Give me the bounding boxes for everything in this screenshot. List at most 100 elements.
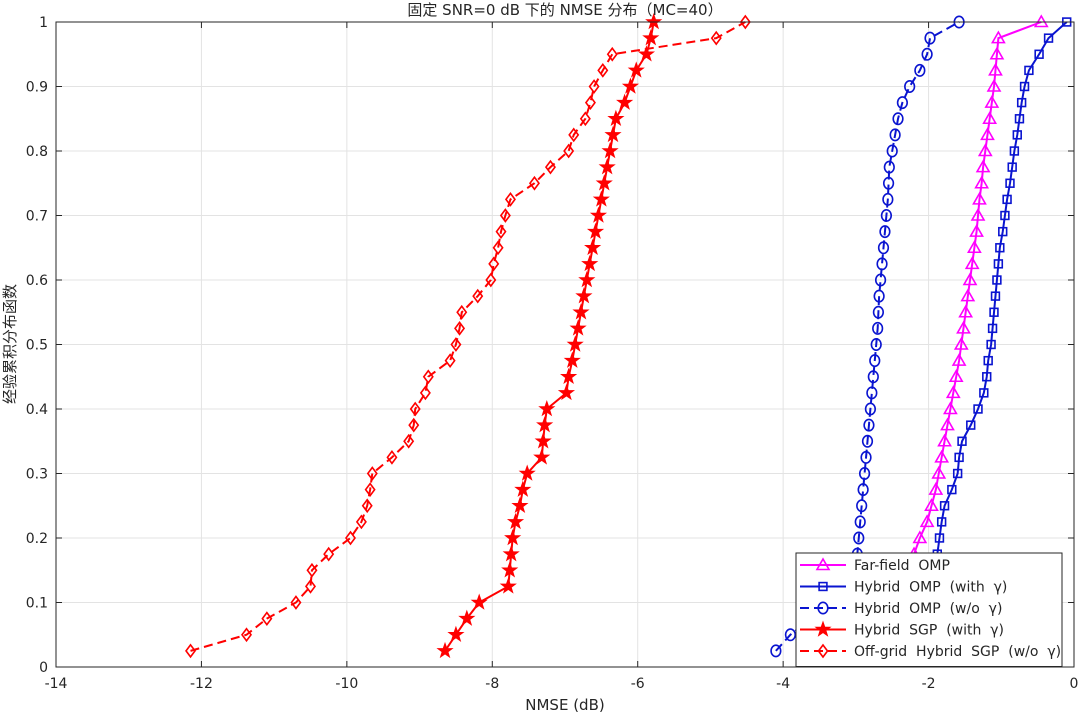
data-point-diamond [488,256,500,272]
data-point-triangle [924,498,939,512]
data-point-triangle [931,465,947,479]
data-point-star [538,399,556,417]
data-point-triangle [945,385,961,399]
data-point-square [995,243,1005,253]
data-point-circle [892,112,904,126]
data-point-triangle [964,256,980,270]
data-point-star [563,351,581,368]
legend-label: Hybrid OMP (w/o γ) [854,601,1002,617]
data-point-star [501,561,519,578]
data-point-circle [861,434,874,448]
data-point-star [592,190,610,207]
data-point-star [533,448,551,465]
data-point-star [598,158,616,175]
data-point-triangle [958,304,974,318]
y-tick-label: 0 [39,660,48,676]
axes: -14 -12 -10 -8 -6 -4 -2 0 0 0.1 0.2 0.3 0.4 0.5 0.6 0.7… [26,15,1079,692]
x-tick-label: 0 [1070,676,1079,692]
data-point-triangle [990,30,1006,44]
data-point-square [957,436,967,446]
data-point-star [534,432,552,449]
data-point-circle [866,386,878,400]
data-point-diamond [409,401,421,417]
data-point-square [1000,210,1010,221]
legend-label: Hybrid SGP (with γ) [854,623,1004,639]
data-point-triangle [988,62,1003,76]
data-point-diamond [261,611,273,626]
data-point-square [1009,146,1020,156]
data-point-star [595,174,613,191]
data-point-diamond [305,579,316,594]
data-point-diamond [364,482,376,497]
data-point-triangle [969,224,984,237]
data-point-circle [867,370,879,384]
data-point-diamond [419,385,431,401]
data-point-diamond [355,514,367,530]
x-tick-label: -6 [631,676,645,692]
data-point-circle [877,241,890,255]
data-point-diamond [290,595,302,610]
legend-entry-0: Far-field OMP [800,557,950,574]
legend-label: Hybrid OMP (with γ) [854,580,1007,596]
data-point-circle [880,209,892,223]
data-point-square [966,420,976,430]
data-point-triangle [989,46,1005,60]
data-point-star [511,496,529,514]
data-point-star [518,464,536,481]
legend-entry-1: Hybrid OMP (with γ) [800,580,1007,596]
data-point-diamond [323,546,335,562]
data-point-triangle [967,240,982,254]
data-point-star [447,625,465,643]
data-point-circle [921,47,933,61]
data-point-square [1005,178,1015,188]
data-point-circle [817,601,829,615]
data-point-triangle [970,207,986,221]
data-point-circle [853,531,865,545]
data-point-diamond [241,627,253,643]
data-point-diamond [408,417,420,433]
legend-entry-2: Hybrid OMP (w/o γ) [800,601,1002,617]
data-point-triangle [940,417,955,431]
y-tick-label: 0.9 [26,80,48,96]
data-point-square [982,372,992,382]
data-point-star [470,593,488,610]
data-point-square [936,517,947,527]
data-point-star [578,270,596,288]
data-point-diamond [472,288,484,304]
data-point-triangle [934,449,950,463]
data-point-square [973,404,983,414]
data-point-star [566,335,584,352]
data-point-star [627,61,645,78]
data-point-triangle [986,78,1002,92]
data-point-square [954,452,964,463]
data-point-star [499,577,517,594]
y-tick-label: 0.7 [26,209,48,225]
data-point-star [621,77,640,94]
data-point-circle [872,305,884,319]
data-point-square [992,275,1002,285]
data-point-triangle [982,111,998,125]
data-point-triangle [984,95,1000,108]
data-point-diamond [710,30,722,46]
data-point-square [1034,49,1044,59]
y-tick-label: 0.6 [26,273,48,289]
legend: Far-field OMP Hybrid OMP (with γ) Hybrid O… [795,552,1063,667]
data-point-star [586,222,605,239]
data-point-diamond [597,63,609,78]
data-point-circle [869,354,881,368]
data-point-star [814,620,832,637]
data-point-circle [873,289,885,303]
data-point-diamond [739,14,751,30]
data-point-triangle [956,320,971,334]
data-point-square [939,501,950,511]
data-point-square [1014,114,1025,124]
data-point-circle [854,515,866,529]
data-point-star [436,641,454,659]
y-tick-label: 0.5 [26,338,48,354]
data-point-triangle [919,514,935,528]
data-point-diamond [544,159,556,175]
x-axis-title: NMSE (dB) [525,696,604,714]
series-3 [436,12,663,659]
legend-label: Far-field OMP [854,558,950,574]
